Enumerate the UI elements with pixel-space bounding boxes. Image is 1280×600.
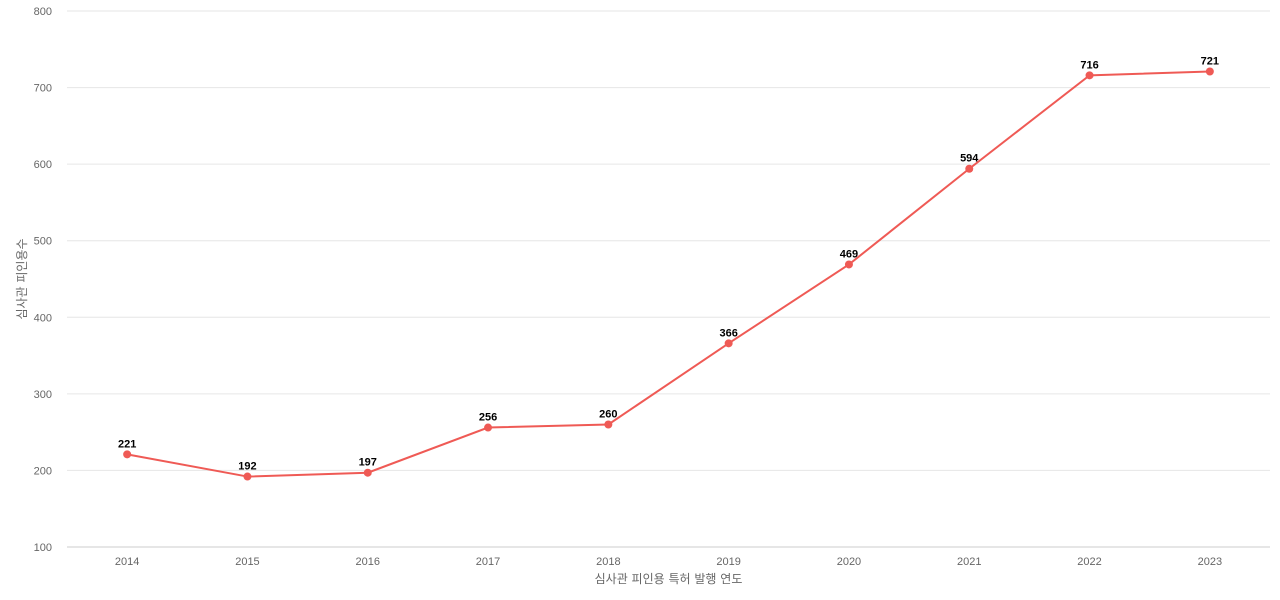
x-tick-label: 2015 <box>235 556 259 568</box>
x-tick-label: 2020 <box>837 556 861 568</box>
data-label: 197 <box>359 457 377 469</box>
data-label: 221 <box>118 438 136 450</box>
data-point <box>844 260 853 269</box>
data-point <box>363 468 372 477</box>
data-label: 594 <box>960 153 979 165</box>
y-tick-label: 100 <box>34 542 52 554</box>
x-tick-label: 2018 <box>596 556 620 568</box>
data-label: 192 <box>238 461 256 473</box>
x-tick-label: 2019 <box>716 556 740 568</box>
y-tick-label: 800 <box>34 6 52 18</box>
data-label: 260 <box>599 408 617 420</box>
data-point <box>484 423 493 432</box>
data-label: 721 <box>1201 55 1219 67</box>
y-tick-label: 400 <box>34 312 52 324</box>
grid-layer <box>67 10 1270 471</box>
y-tick-label: 600 <box>34 159 52 171</box>
data-label: 256 <box>479 412 497 424</box>
data-point <box>243 472 252 481</box>
label-layer: 221 192 197 256 260 366 469 594 716 721 <box>118 55 1219 472</box>
axis-layer: 100 200 300 400 500 600 700 800 2014 2015 2016 2017… <box>34 6 1270 568</box>
x-tick-label: 2021 <box>957 556 981 568</box>
data-point <box>604 420 613 429</box>
x-tick-label: 2016 <box>356 556 380 568</box>
data-point <box>123 450 132 459</box>
x-tick-label: 2023 <box>1198 556 1222 568</box>
data-point <box>1205 67 1214 76</box>
series-line <box>126 70 1210 478</box>
y-axis-title: 심사관 피인용수 <box>15 238 29 319</box>
y-tick-label: 500 <box>34 236 52 248</box>
data-point <box>965 164 974 173</box>
data-label: 469 <box>840 248 858 260</box>
data-point <box>724 339 733 348</box>
data-label: 716 <box>1080 59 1098 71</box>
data-label: 366 <box>719 327 737 339</box>
x-axis-title: 심사관 피인용 특허 발행 연도 <box>595 571 743 586</box>
y-tick-label: 200 <box>34 465 52 477</box>
x-tick-label: 2014 <box>115 556 139 568</box>
x-tick-label: 2017 <box>476 556 500 568</box>
y-tick-label: 700 <box>34 83 52 95</box>
x-tick-label: 2022 <box>1077 556 1101 568</box>
y-tick-label: 300 <box>34 389 52 401</box>
series-layer <box>123 67 1214 481</box>
data-point <box>1085 71 1094 80</box>
